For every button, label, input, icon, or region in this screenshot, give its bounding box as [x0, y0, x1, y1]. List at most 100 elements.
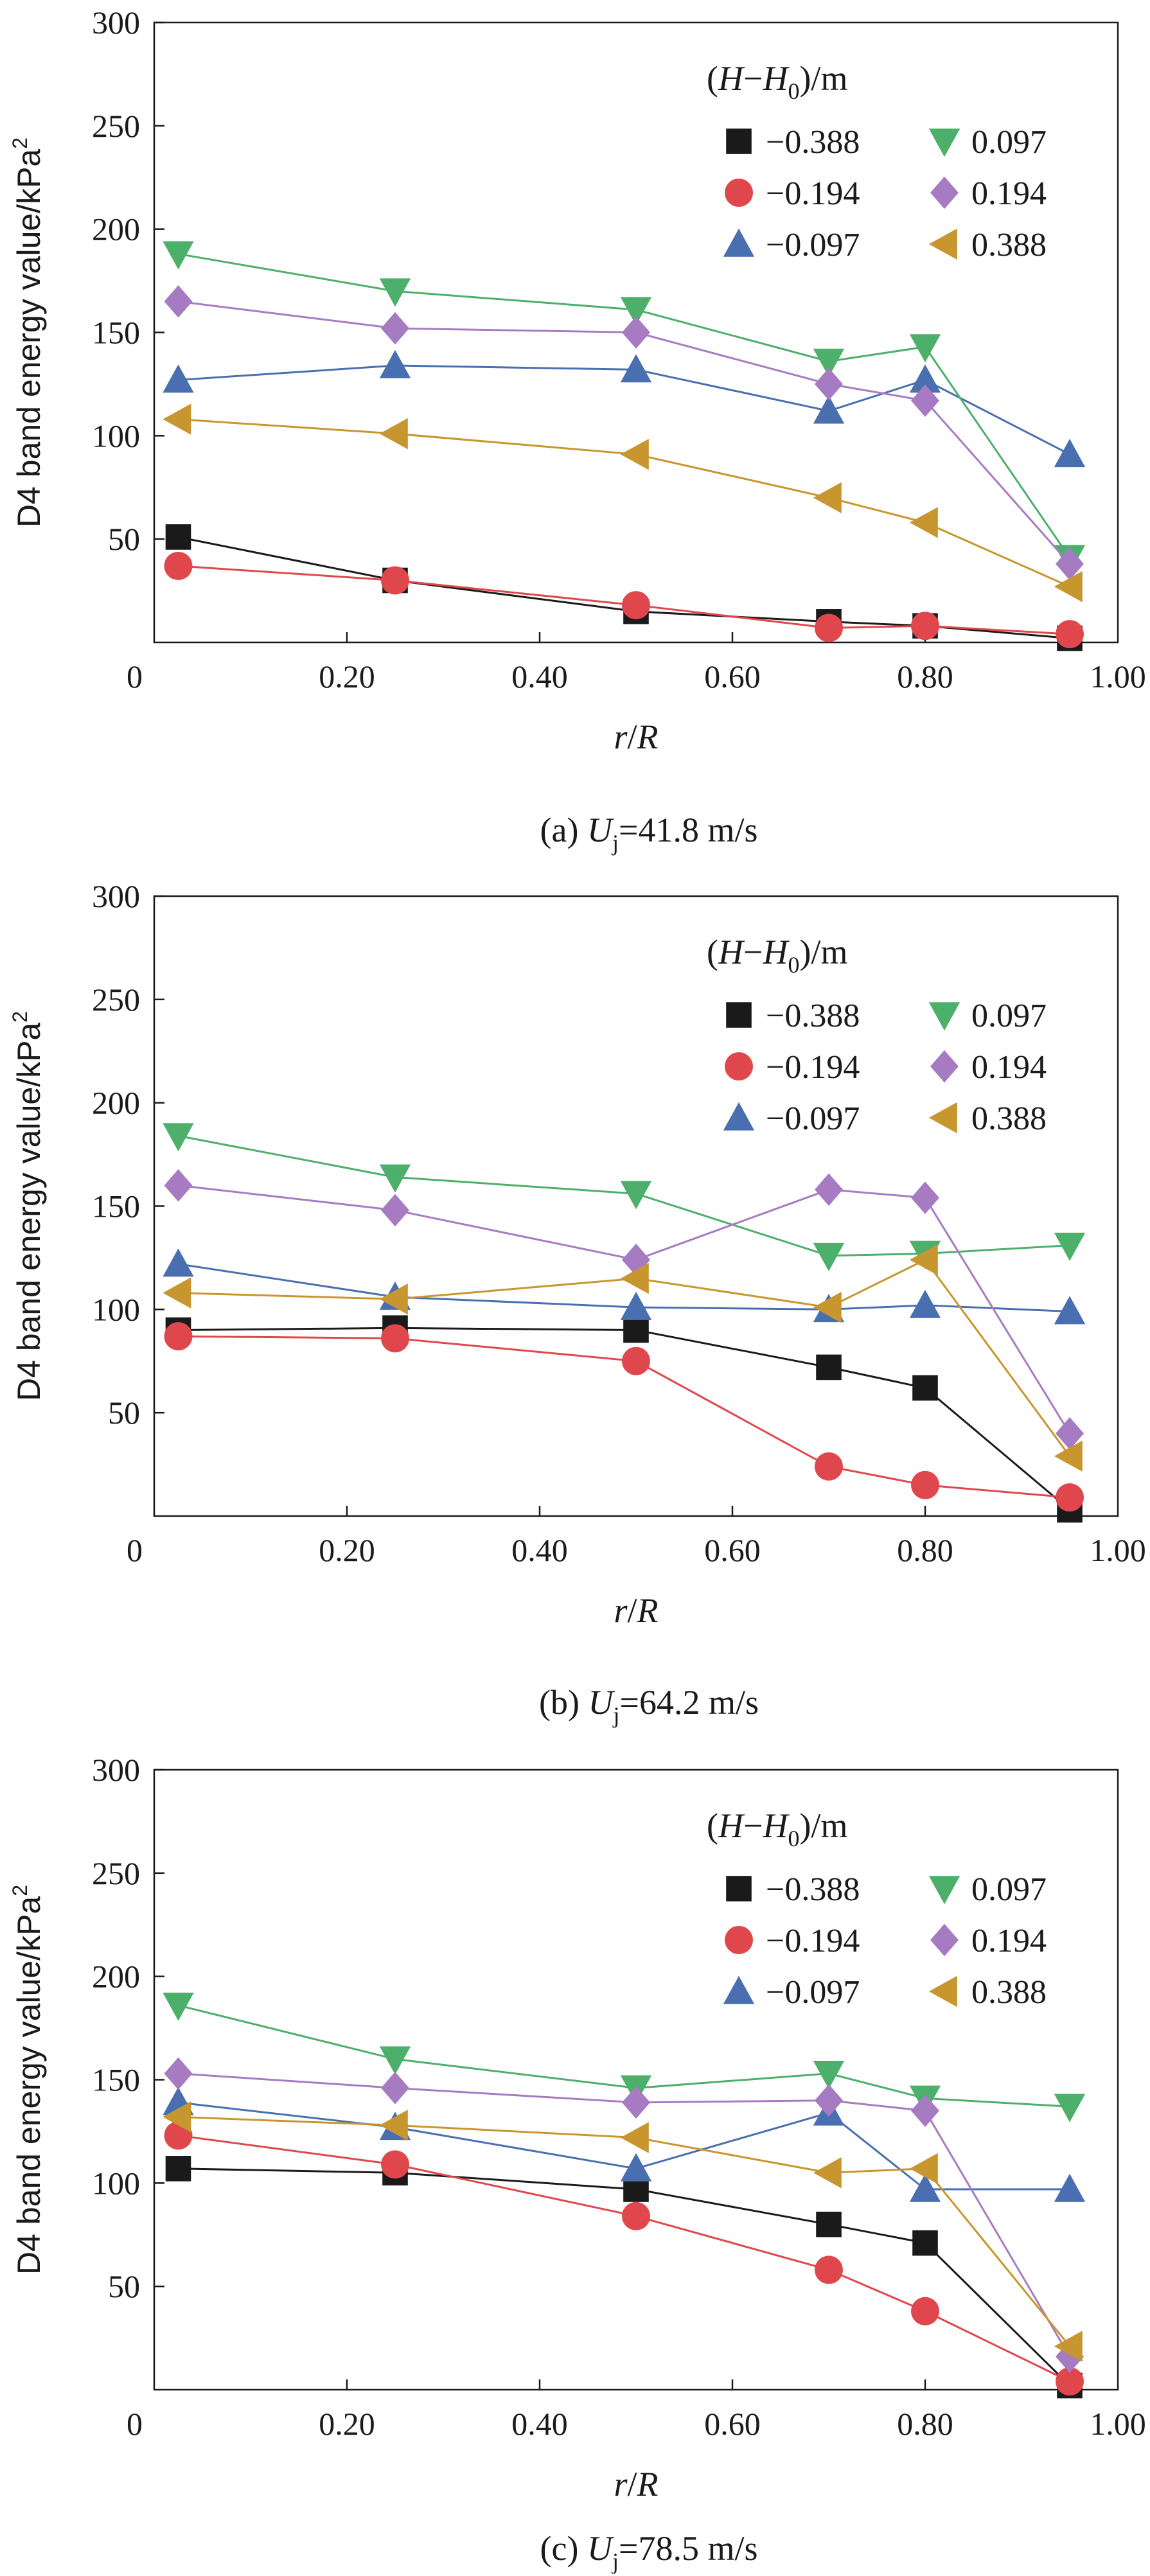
- data-point: [909, 1244, 938, 1276]
- x-tick-label: 0.60: [704, 1532, 761, 1568]
- data-point: [1054, 2094, 1086, 2122]
- caption-subscript: j: [612, 1702, 619, 1728]
- data-point: [815, 1173, 843, 1206]
- x-axis-title-var: r: [614, 718, 628, 756]
- x-axis-title-slash: /: [628, 718, 637, 756]
- data-point: [164, 1169, 193, 1202]
- series-line: [178, 1327, 1070, 1511]
- series-6: [163, 403, 1083, 603]
- series-line: [178, 565, 1070, 635]
- data-point: [1054, 570, 1083, 603]
- legend-title-var: H: [718, 933, 745, 971]
- caption-variable: U: [587, 2529, 614, 2568]
- data-point: [381, 2072, 409, 2104]
- data-point: [911, 1181, 939, 1214]
- series-2: [164, 2121, 1084, 2396]
- y-axis-title-text: D4 band energy value/kPa: [11, 149, 47, 527]
- data-point: [163, 364, 194, 393]
- legend-marker: [928, 1102, 957, 1134]
- data-point: [1054, 2173, 1086, 2202]
- data-point: [163, 1123, 194, 1152]
- legend-title-var: H: [762, 1806, 790, 1845]
- data-point: [620, 439, 649, 470]
- panel-caption: (b) Uj=64.2 m/s: [539, 1683, 759, 1728]
- data-point: [912, 2230, 938, 2256]
- data-point: [163, 1992, 194, 2021]
- series-line: [178, 1263, 1070, 1312]
- x-axis-title-var: R: [637, 2465, 659, 2503]
- legend-title: (H−H0)/m: [707, 1806, 847, 1851]
- x-tick-label: 0: [127, 1532, 143, 1568]
- data-point: [379, 349, 411, 378]
- data-point: [1054, 2331, 1083, 2362]
- legend-label: 0.388: [971, 1100, 1047, 1137]
- legend-title-subscript: 0: [788, 952, 799, 978]
- y-tick-label: 100: [92, 418, 140, 454]
- data-point: [813, 2157, 842, 2189]
- series-line: [178, 2004, 1070, 2108]
- data-point: [1056, 1417, 1084, 1450]
- y-tick-label: 50: [108, 521, 140, 557]
- legend-title-subscript: 0: [788, 1826, 799, 1851]
- caption-prefix: (a): [540, 811, 587, 849]
- x-tick-label: 0.60: [704, 2406, 761, 2442]
- legend: (H−H0)/m−0.388−0.194−0.0970.0970.1940.38…: [707, 1806, 1047, 2011]
- data-point: [622, 591, 650, 620]
- legend-marker: [725, 1052, 753, 1081]
- series-6: [163, 1244, 1083, 1472]
- data-point: [1054, 1440, 1083, 1472]
- series-5: [164, 1169, 1084, 1450]
- legend-marker: [928, 1975, 957, 2007]
- legend-marker: [726, 1876, 752, 1901]
- data-point: [164, 285, 193, 318]
- series-line: [178, 1335, 1070, 1499]
- legend-title-var: H: [718, 59, 745, 98]
- legend-label: 0.194: [971, 1923, 1047, 1959]
- data-point: [912, 1375, 938, 1401]
- data-point: [909, 1289, 941, 1318]
- data-point: [379, 278, 411, 307]
- y-tick-label: 300: [92, 4, 140, 40]
- legend-title-var: H: [718, 1806, 745, 1845]
- data-point: [379, 1164, 411, 1193]
- data-point: [163, 403, 191, 435]
- series-3: [163, 349, 1086, 468]
- data-point: [813, 395, 845, 424]
- x-tick-label: 0.20: [319, 658, 375, 694]
- legend-marker: [726, 128, 752, 154]
- legend-title-part: (: [707, 59, 718, 98]
- series-line: [178, 1258, 1071, 1457]
- data-point: [163, 1248, 194, 1277]
- series-1: [165, 524, 1083, 651]
- data-point: [164, 1322, 193, 1351]
- x-tick-label: 0.40: [511, 2406, 568, 2442]
- legend-marker: [723, 228, 755, 257]
- chart-panel-1: 50 100 150 200 250 300 0 0.20 0.40 0.60 0.80 1.00 r/…: [8, 4, 1146, 856]
- legend-label: 0.388: [971, 227, 1047, 263]
- data-point: [815, 2255, 843, 2284]
- x-tick-label: 0.20: [319, 1532, 375, 1568]
- y-axis-title: D4 band energy value/kPa2: [8, 1885, 47, 2275]
- legend-label: −0.097: [766, 227, 860, 263]
- legend-marker: [725, 1926, 753, 1954]
- series-5: [164, 285, 1084, 581]
- data-point: [622, 2086, 650, 2119]
- data-point: [379, 418, 408, 450]
- x-tick-label: 0.20: [319, 2406, 375, 2442]
- series-line: [178, 2072, 1071, 2358]
- legend-label: −0.388: [766, 1871, 860, 1908]
- series-line: [178, 2167, 1071, 2386]
- data-point: [816, 1354, 842, 1381]
- x-axis-title-var: R: [637, 1591, 659, 1630]
- data-point: [381, 1194, 409, 1227]
- data-point: [381, 1324, 409, 1353]
- data-point: [813, 2061, 845, 2090]
- legend-label: 0.388: [971, 1974, 1047, 2011]
- x-axis-title-slash: /: [628, 1591, 637, 1630]
- y-tick-label: 200: [92, 1085, 140, 1121]
- data-point: [620, 1291, 652, 1320]
- x-tick-label: 0.80: [897, 2406, 953, 2442]
- data-point: [813, 1291, 842, 1323]
- data-point: [165, 524, 191, 550]
